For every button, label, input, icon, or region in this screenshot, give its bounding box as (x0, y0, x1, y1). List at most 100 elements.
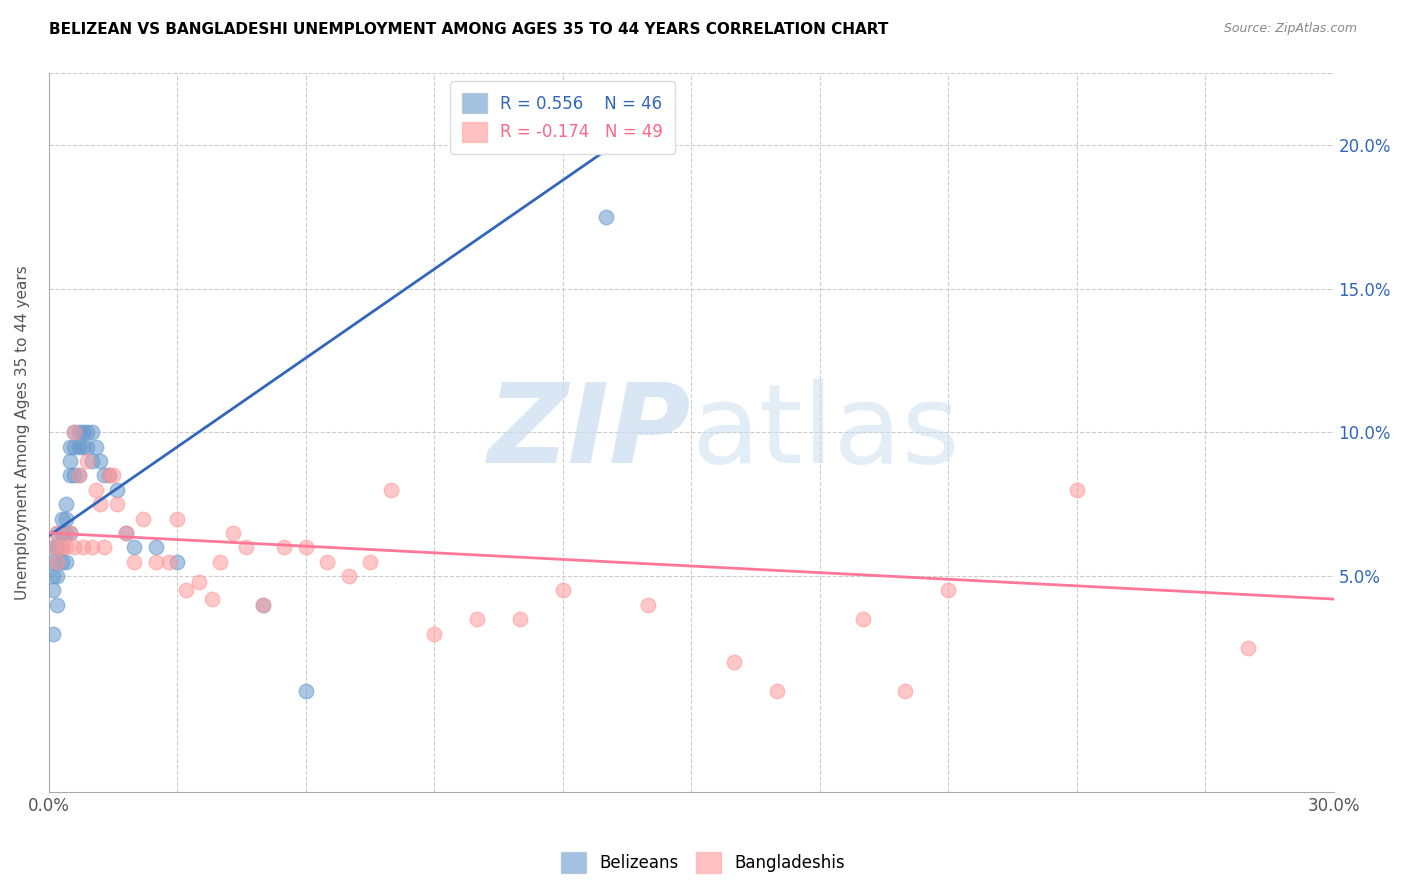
Point (63, 468, 86, 483)
Point (200, 592, 222, 607)
Point (124, 541, 146, 555)
Point (51, 541, 73, 555)
Point (46, 555, 69, 569)
Point (55, 497, 77, 511)
Point (46, 555, 69, 569)
Point (235, 541, 257, 555)
Point (51, 525, 73, 540)
Legend: Belizeans, Bangladeshis: Belizeans, Bangladeshis (555, 846, 851, 880)
Point (63, 425, 86, 440)
Point (51, 555, 73, 569)
Legend: R = 0.556    N = 46, R = -0.174   N = 49: R = 0.556 N = 46, R = -0.174 N = 49 (450, 81, 675, 153)
Point (124, 555, 146, 569)
Point (46, 541, 69, 555)
Point (67, 440, 90, 454)
Point (46, 569, 69, 583)
Point (55, 541, 77, 555)
Point (42, 541, 65, 555)
Point (63, 440, 86, 454)
Point (101, 468, 124, 483)
Point (294, 541, 316, 555)
Text: BELIZEAN VS BANGLADESHI UNEMPLOYMENT AMONG AGES 35 TO 44 YEARS CORRELATION CHART: BELIZEAN VS BANGLADESHI UNEMPLOYMENT AMO… (49, 22, 889, 37)
Point (337, 569, 360, 583)
Point (97, 468, 120, 483)
Point (80, 454, 103, 468)
Point (359, 555, 381, 569)
Point (72, 440, 94, 454)
Point (76, 425, 98, 440)
Point (166, 555, 188, 569)
Point (209, 555, 232, 569)
Point (67, 468, 90, 483)
Point (76, 454, 98, 468)
Point (63, 425, 86, 440)
Point (1237, 640, 1260, 655)
Point (42, 541, 65, 555)
Point (894, 684, 917, 698)
Point (67, 425, 90, 440)
Point (851, 612, 873, 626)
Point (42, 569, 65, 583)
Point (157, 555, 180, 569)
Point (59, 525, 82, 540)
Point (46, 598, 69, 612)
Point (46, 525, 69, 540)
Point (222, 525, 245, 540)
Point (51, 541, 73, 555)
Point (55, 555, 77, 569)
Point (145, 555, 167, 569)
Point (84, 483, 107, 497)
Point (59, 468, 82, 483)
Point (166, 511, 188, 525)
Point (465, 612, 488, 626)
Point (59, 454, 82, 468)
Text: Source: ZipAtlas.com: Source: ZipAtlas.com (1223, 22, 1357, 36)
Point (89, 454, 111, 468)
Point (89, 497, 111, 511)
Point (55, 525, 77, 540)
Point (551, 583, 574, 598)
Point (80, 541, 103, 555)
Point (423, 626, 446, 640)
Point (316, 555, 339, 569)
Point (1066, 483, 1088, 497)
Point (936, 583, 959, 598)
Point (42, 583, 65, 598)
Point (46, 525, 69, 540)
Point (174, 583, 197, 598)
Point (105, 497, 128, 511)
Point (723, 656, 745, 670)
Point (42, 555, 65, 569)
Point (84, 440, 107, 454)
Text: ZIP: ZIP (488, 379, 692, 486)
Point (59, 440, 82, 454)
Point (55, 511, 77, 525)
Point (115, 525, 138, 540)
Point (115, 525, 138, 540)
Point (294, 684, 316, 698)
Point (145, 541, 167, 555)
Point (42, 626, 65, 640)
Point (132, 511, 155, 525)
Point (80, 425, 103, 440)
Point (595, 210, 617, 224)
Point (76, 440, 98, 454)
Point (766, 684, 789, 698)
Y-axis label: Unemployment Among Ages 35 to 44 years: Unemployment Among Ages 35 to 44 years (15, 265, 30, 599)
Point (637, 598, 659, 612)
Point (509, 612, 531, 626)
Point (273, 541, 295, 555)
Point (187, 574, 209, 589)
Point (252, 598, 274, 612)
Point (63, 541, 86, 555)
Text: atlas: atlas (692, 379, 960, 486)
Point (93, 541, 115, 555)
Point (97, 468, 120, 483)
Point (93, 468, 115, 483)
Point (72, 541, 94, 555)
Point (59, 525, 82, 540)
Point (105, 483, 128, 497)
Point (51, 511, 73, 525)
Point (67, 468, 90, 483)
Point (252, 598, 274, 612)
